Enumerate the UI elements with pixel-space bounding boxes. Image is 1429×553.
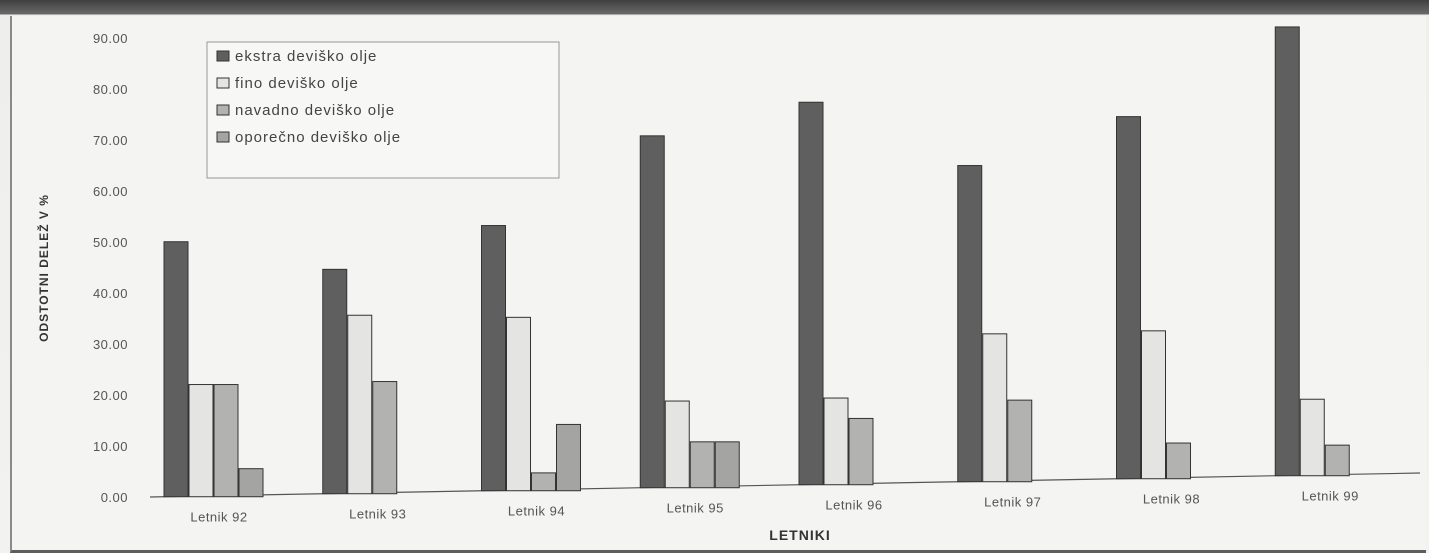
y-tick-label: 0.00	[101, 490, 128, 505]
legend-label: fino deviško olje	[235, 75, 359, 92]
bar-4-4	[714, 441, 740, 489]
x-tick-label: Letnik 93	[349, 507, 406, 522]
bar-1-1	[163, 241, 189, 498]
bar-2-3	[506, 316, 531, 492]
x-tick-label: Letnik 92	[190, 510, 247, 525]
bar-2-2	[347, 314, 373, 495]
bar-4-3	[556, 423, 581, 492]
bar-2-4	[664, 400, 690, 489]
y-tick-label: 30.00	[93, 337, 128, 352]
bar-3-7	[1166, 442, 1191, 480]
bar-2-5	[823, 397, 849, 486]
y-tick-label: 10.00	[93, 439, 128, 454]
x-tick-label: Letnik 96	[825, 498, 882, 513]
bar-3-5	[848, 417, 874, 486]
bar-2-6	[982, 333, 1008, 483]
x-tick-label: Letnik 98	[1143, 492, 1200, 507]
y-tick-label: 60.00	[93, 184, 128, 199]
x-tick-label: Letnik 99	[1302, 489, 1359, 504]
bar-1-6	[957, 165, 983, 483]
bar-1-2	[322, 268, 348, 495]
labels-layer: 0.00 10.00 20.00 30.00 40.00 50.00 60.00 70.00 8…	[93, 31, 1359, 525]
legend-label: navadno deviško olje	[235, 102, 395, 119]
x-tick-label: Letnik 94	[508, 504, 565, 519]
y-axis-title: ODSTOTNI DELEŽ V %	[36, 194, 51, 342]
bar-1-5	[798, 101, 824, 486]
legend-box	[206, 41, 560, 179]
legend-swatch	[216, 104, 230, 116]
bar-3-4	[689, 441, 715, 489]
bar-1-3	[481, 225, 506, 492]
x-tick-label: Letnik 97	[984, 495, 1041, 510]
bars-layer	[163, 26, 1350, 498]
x-axis-title: LETNIKI	[769, 527, 830, 543]
y-tick-label: 20.00	[93, 388, 128, 403]
bar-2-8	[1299, 398, 1325, 477]
legend-label: oporečno deviško olje	[235, 129, 401, 146]
bar-3-3	[531, 472, 556, 492]
y-tick-label: 90.00	[93, 31, 128, 46]
bar-2-1	[188, 384, 214, 498]
bar-1-4	[639, 135, 665, 489]
x-tick-label: Letnik 95	[667, 501, 724, 516]
bar-4-1	[238, 468, 264, 498]
bar-3-2	[372, 381, 398, 495]
legend-swatch	[216, 131, 230, 143]
y-tick-label: 80.00	[93, 82, 128, 97]
legend: ekstra deviško olje fino deviško olje nava…	[206, 41, 560, 179]
bar-1-8	[1274, 26, 1300, 477]
bar-2-7	[1141, 330, 1166, 480]
bar-3-6	[1007, 399, 1033, 483]
legend-swatch	[216, 77, 230, 89]
legend-label: ekstra deviško olje	[235, 48, 377, 65]
bar-1-7	[1116, 116, 1141, 480]
y-tick-label: 70.00	[93, 133, 128, 148]
bar-3-8	[1324, 444, 1350, 477]
bar-3-1	[213, 384, 239, 498]
legend-swatch	[216, 50, 230, 62]
y-tick-label: 50.00	[93, 235, 128, 250]
y-tick-label: 40.00	[93, 286, 128, 301]
